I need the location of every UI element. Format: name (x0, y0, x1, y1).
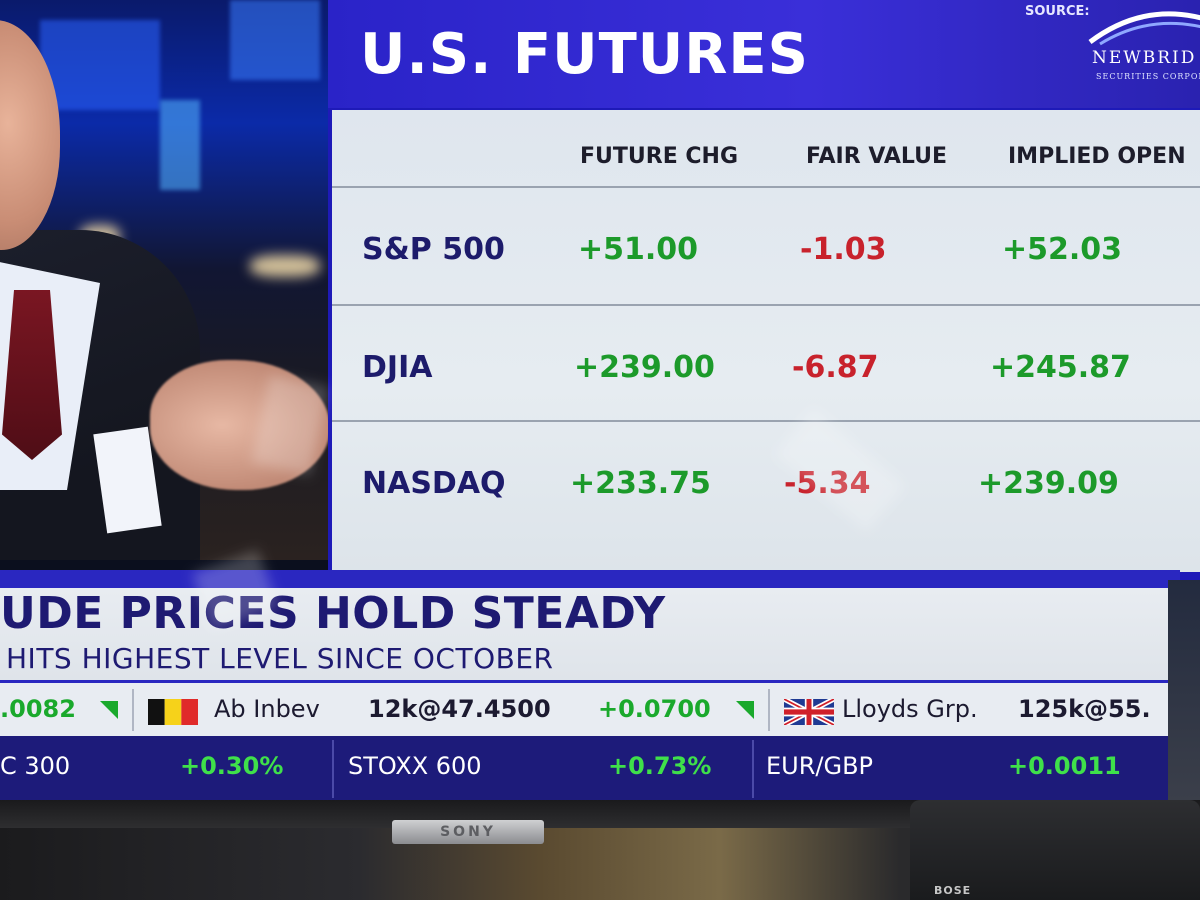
row-label: NASDAQ (362, 466, 506, 501)
headline-box: UDE PRICES HOLD STEADY HITS HIGHEST LEVE… (0, 588, 1176, 680)
ticker-divider (768, 689, 770, 731)
implied-open-value: +245.87 (990, 350, 1131, 385)
sponsor-logo: NEWBRID SECURITIES CORPOR (1080, 2, 1200, 92)
futures-table: FUTURE CHG FAIR VALUE IMPLIED OPEN S&P 5… (332, 110, 1200, 572)
page-title: U.S. FUTURES (360, 22, 809, 87)
anchor-tie (2, 290, 62, 460)
studio-monitor (230, 0, 320, 80)
future-chg-value: +239.00 (574, 350, 715, 385)
fair-value-value: -1.03 (800, 232, 887, 267)
anchor-hand (150, 360, 330, 490)
sponsor-subtitle: SECURITIES CORPOR (1096, 72, 1200, 81)
row-label: S&P 500 (362, 232, 505, 267)
ticker-trade: 125k@55. (1018, 695, 1151, 723)
index-name: EUR/GBP (766, 752, 874, 780)
studio-feed (0, 0, 330, 560)
sponsor-swoosh-icon (1088, 11, 1200, 46)
ticker-trade: 12k@47.4500 (368, 695, 551, 723)
ticker-divider (332, 740, 334, 798)
column-header-fair-value: FAIR VALUE (806, 144, 948, 169)
index-name: STOXX 600 (348, 752, 482, 780)
fair-value-value: -5.34 (784, 466, 871, 501)
tv-brand-plate: SONY (392, 820, 544, 844)
headline-text: UDE PRICES HOLD STEADY (0, 588, 666, 639)
speaker: BOSE (910, 800, 1200, 900)
table-row: S&P 500 +51.00 -1.03 +52.03 (332, 186, 1200, 304)
up-arrow-icon (100, 701, 118, 719)
ticker-name: Lloyds Grp. (842, 695, 978, 723)
stock-ticker: .0082 Ab Inbev 12k@47.4500 +0.0700 Lloyd… (0, 680, 1168, 739)
index-change: +0.0011 (1008, 752, 1121, 780)
belgium-flag-icon (148, 699, 198, 725)
column-header-future-chg: FUTURE CHG (580, 144, 739, 169)
fair-value-value: -6.87 (792, 350, 879, 385)
index-change: +0.30% (180, 752, 284, 780)
ticker-name: Ab Inbev (214, 695, 320, 723)
ticker-change: +0.0700 (598, 695, 711, 723)
screen-edge (1168, 580, 1200, 800)
implied-open-value: +52.03 (1002, 232, 1123, 267)
source-label: SOURCE: (1025, 4, 1090, 19)
tv-brand: SONY (440, 824, 496, 840)
futures-panel: U.S. FUTURES SOURCE: NEWBRID SECURITIES … (328, 0, 1200, 580)
row-label: DJIA (362, 350, 433, 385)
table-row: DJIA +239.00 -6.87 +245.87 (332, 304, 1200, 422)
ticker-change: .0082 (0, 695, 76, 723)
uk-flag-icon (784, 699, 834, 725)
implied-open-value: +239.09 (978, 466, 1119, 501)
studio-monitor (160, 100, 200, 190)
index-change: +0.73% (608, 752, 712, 780)
ticker-divider (752, 740, 754, 798)
column-header-implied-open: IMPLIED OPEN (1008, 144, 1186, 169)
futures-header: U.S. FUTURES SOURCE: NEWBRID SECURITIES … (328, 0, 1200, 108)
speaker-brand: BOSE (934, 884, 972, 897)
future-chg-value: +51.00 (578, 232, 699, 267)
index-ticker: C 300 +0.30% STOXX 600 +0.73% EUR/GBP +0… (0, 736, 1168, 802)
studio-monitor (40, 20, 160, 110)
up-arrow-icon (736, 701, 754, 719)
studio-light (250, 255, 320, 277)
table-row: NASDAQ +233.75 -5.34 +239.09 (332, 420, 1200, 538)
headline-subtext: HITS HIGHEST LEVEL SINCE OCTOBER (6, 642, 554, 675)
ticker-divider (132, 689, 134, 731)
index-name: C 300 (0, 752, 71, 780)
sponsor-name: NEWBRID (1092, 48, 1197, 68)
future-chg-value: +233.75 (570, 466, 711, 501)
